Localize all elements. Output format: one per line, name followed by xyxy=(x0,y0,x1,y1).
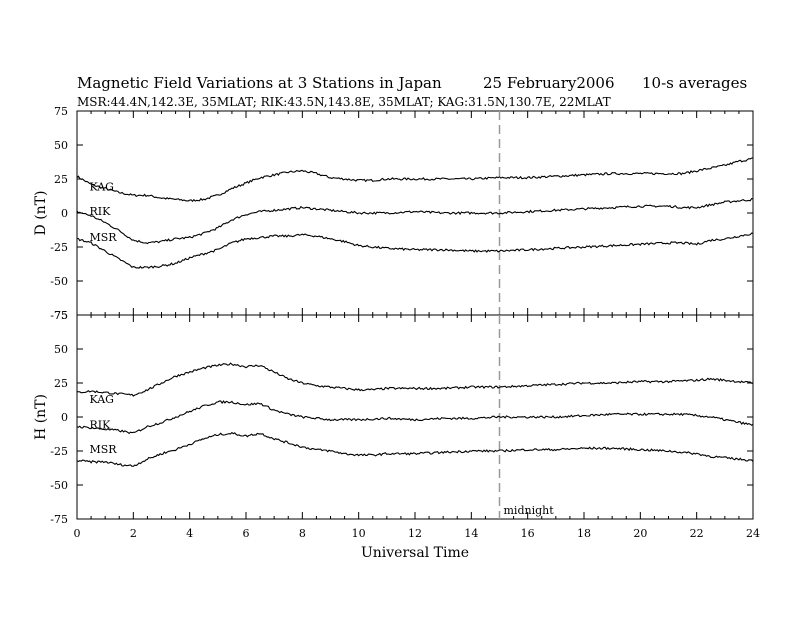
chart-averaging: 10-s averages xyxy=(642,74,747,92)
series-line-msr xyxy=(77,232,754,269)
series-label-rik: RIK xyxy=(89,205,111,218)
series-label-rik: RIK xyxy=(89,419,111,432)
x-axis-label: Universal Time xyxy=(361,545,469,561)
y-axis-label-bottom: H (nT) xyxy=(33,394,49,440)
y-tick-label: -75 xyxy=(50,513,68,526)
series-line-kag xyxy=(76,157,754,203)
chart-title: Magnetic Field Variations at 3 Stations … xyxy=(77,74,442,92)
x-tick-label: 18 xyxy=(577,527,591,540)
y-tick-label: 50 xyxy=(54,139,68,152)
midnight-annotation: midnight xyxy=(504,504,555,517)
y-tick-label: 75 xyxy=(54,309,68,322)
x-tick-label: 20 xyxy=(633,527,647,540)
panel-frame-top xyxy=(76,110,754,316)
series-label-kag: KAG xyxy=(89,181,114,194)
x-tick-label: 0 xyxy=(74,527,81,540)
series-label-msr: MSR xyxy=(89,443,117,456)
series-line-rik xyxy=(76,197,754,245)
x-tick-label: 6 xyxy=(243,527,250,540)
x-tick-label: 10 xyxy=(352,527,366,540)
y-axis-label-top: D (nT) xyxy=(33,191,49,236)
series-line-msr xyxy=(76,431,754,467)
y-tick-label: 25 xyxy=(54,173,68,186)
y-tick-label: 50 xyxy=(54,343,68,356)
y-tick-label: 25 xyxy=(54,377,68,390)
series-label-msr: MSR xyxy=(89,231,117,244)
series-line-kag xyxy=(76,362,754,397)
x-tick-label: 12 xyxy=(408,527,422,540)
x-tick-label: 22 xyxy=(690,527,704,540)
chart-date: 25 February2006 xyxy=(483,74,615,92)
x-tick-label: 4 xyxy=(186,527,193,540)
y-tick-label: 75 xyxy=(54,105,68,118)
y-tick-label: 0 xyxy=(61,207,68,220)
y-tick-label: -25 xyxy=(50,445,68,458)
y-tick-label: -75 xyxy=(50,309,68,322)
y-tick-label: 0 xyxy=(61,411,68,424)
y-tick-label: -25 xyxy=(50,241,68,254)
x-tick-label: 2 xyxy=(130,527,137,540)
series-label-kag: KAG xyxy=(89,393,114,406)
x-tick-label: 14 xyxy=(464,527,478,540)
series-line-rik xyxy=(76,400,754,435)
x-tick-label: 16 xyxy=(521,527,535,540)
y-tick-label: -50 xyxy=(50,479,68,492)
y-tick-label: -50 xyxy=(50,275,68,288)
plot-layer: -75 -50 -25 0 25 50 75 D (nT) KAG RIK MSR -75 -50 -25… xyxy=(33,105,760,561)
x-tick-label: 24 xyxy=(746,527,760,540)
x-tick-label: 8 xyxy=(299,527,306,540)
stations-line: MSR:44.4N,142.3E, 35MLAT; RIK:43.5N,143.… xyxy=(77,95,611,109)
